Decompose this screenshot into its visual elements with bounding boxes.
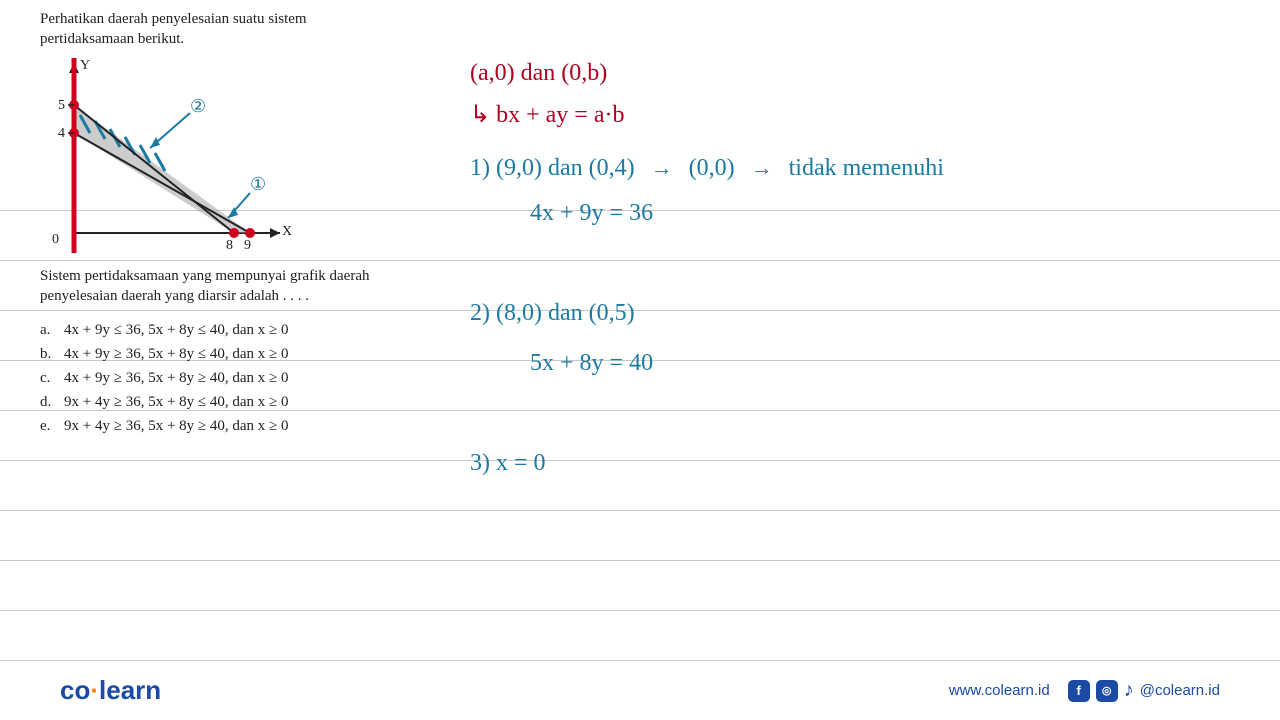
origin-label: 0 <box>52 231 59 249</box>
logo-dot: · <box>90 675 99 705</box>
logo: co·learn <box>60 675 161 706</box>
answer-options: a.4x + 9y ≤ 36, 5x + 8y ≤ 40, dan x ≥ 0b… <box>40 318 400 438</box>
x-tick-8: 8 <box>226 237 233 255</box>
option-row: b.4x + 9y ≥ 36, 5x + 8y ≤ 40, dan x ≥ 0 <box>40 342 400 366</box>
question-block: Perhatikan daerah penyelesaian suatu sis… <box>40 10 400 438</box>
x-tick-9: 9 <box>244 237 251 255</box>
hw-line-7: 3) x = 0 <box>470 450 546 477</box>
option-row: d.9x + 4y ≥ 36, 5x + 8y ≤ 40, dan x ≥ 0 <box>40 390 400 414</box>
footer-url: www.colearn.id <box>949 682 1050 699</box>
question-text2: Sistem pertidaksamaan yang mempunyai gra… <box>40 267 400 306</box>
circled-2: ② <box>190 95 206 118</box>
tiktok-icon: ♪ <box>1124 679 1134 702</box>
hw-line-6: 5x + 8y = 40 <box>530 350 653 377</box>
hw-line-5: 2) (8,0) dan (0,5) <box>470 300 635 327</box>
hw-line-3: 1) (9,0) dan (0,4) → (0,0) → tidak memen… <box>470 155 944 182</box>
circled-1: ① <box>250 173 266 196</box>
option-row: e.9x + 4y ≥ 36, 5x + 8y ≥ 40, dan x ≥ 0 <box>40 414 400 438</box>
social-handle: @colearn.id <box>1140 682 1220 699</box>
footer: co·learn www.colearn.id f ◎ ♪ @colearn.i… <box>0 660 1280 720</box>
x-axis-label: X <box>282 223 292 241</box>
logo-learn: learn <box>99 675 161 705</box>
social-icons: f ◎ ♪ @colearn.id <box>1068 679 1220 702</box>
y-axis-label: Y <box>80 57 90 75</box>
option-row: c.4x + 9y ≥ 36, 5x + 8y ≥ 40, dan x ≥ 0 <box>40 366 400 390</box>
question-intro: Perhatikan daerah penyelesaian suatu sis… <box>40 10 400 49</box>
hw-line-2: ↳ bx + ay = a·b <box>470 100 624 129</box>
hw-line-1: (a,0) dan (0,b) <box>470 60 607 87</box>
option-row: a.4x + 9y ≤ 36, 5x + 8y ≤ 40, dan x ≥ 0 <box>40 318 400 342</box>
hw-line-4: 4x + 9y = 36 <box>530 200 653 227</box>
instagram-icon: ◎ <box>1096 680 1118 702</box>
y-tick-4: 4 <box>58 125 65 143</box>
facebook-icon: f <box>1068 680 1090 702</box>
logo-co: co <box>60 675 90 705</box>
y-tick-5: 5 <box>58 97 65 115</box>
footer-right: www.colearn.id f ◎ ♪ @colearn.id <box>949 679 1220 702</box>
inequality-graph: 5 4 8 9 0 X Y ② ① <box>40 53 300 263</box>
